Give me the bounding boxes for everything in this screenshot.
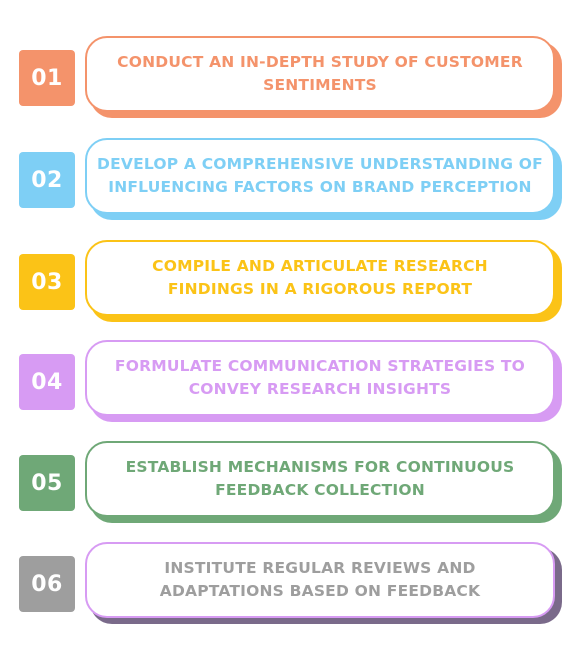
step-number-badge: 04 <box>19 354 75 410</box>
step-number-badge: 05 <box>19 455 75 511</box>
step-box: COMPILE AND ARTICULATE RESEARCH FINDINGS… <box>85 240 555 316</box>
step-label: COMPILE AND ARTICULATE RESEARCH FINDINGS… <box>152 257 488 298</box>
step-03: 03 COMPILE AND ARTICULATE RESEARCH FINDI… <box>0 240 582 332</box>
step-number-badge: 03 <box>19 254 75 310</box>
step-box: INSTITUTE REGULAR REVIEWS AND ADAPTATION… <box>85 542 555 618</box>
step-05: 05 ESTABLISH MECHANISMS FOR CONTINUOUS F… <box>0 441 582 533</box>
step-label: ESTABLISH MECHANISMS FOR CONTINUOUS FEED… <box>125 458 515 499</box>
step-label: FORMULATE COMMUNICATION STRATEGIES TO CO… <box>114 357 526 398</box>
step-01: 01 CONDUCT AN IN-DEPTH STUDY OF CUSTOMER… <box>0 36 582 128</box>
step-label: INSTITUTE REGULAR REVIEWS AND ADAPTATION… <box>159 559 481 600</box>
step-label: CONDUCT AN IN-DEPTH STUDY OF CUSTOMER SE… <box>117 53 523 94</box>
step-box: ESTABLISH MECHANISMS FOR CONTINUOUS FEED… <box>85 441 555 517</box>
step-label: DEVELOP A COMPREHENSIVE UNDERSTANDING OF… <box>97 155 543 196</box>
step-box: CONDUCT AN IN-DEPTH STUDY OF CUSTOMER SE… <box>85 36 555 112</box>
step-box: FORMULATE COMMUNICATION STRATEGIES TO CO… <box>85 340 555 416</box>
step-04: 04 FORMULATE COMMUNICATION STRATEGIES TO… <box>0 340 582 432</box>
step-02: 02 DEVELOP A COMPREHENSIVE UNDERSTANDING… <box>0 138 582 230</box>
step-number-badge: 06 <box>19 556 75 612</box>
step-box: DEVELOP A COMPREHENSIVE UNDERSTANDING OF… <box>85 138 555 214</box>
step-number-badge: 01 <box>19 50 75 106</box>
step-number-badge: 02 <box>19 152 75 208</box>
step-06: 06 INSTITUTE REGULAR REVIEWS AND ADAPTAT… <box>0 542 582 634</box>
